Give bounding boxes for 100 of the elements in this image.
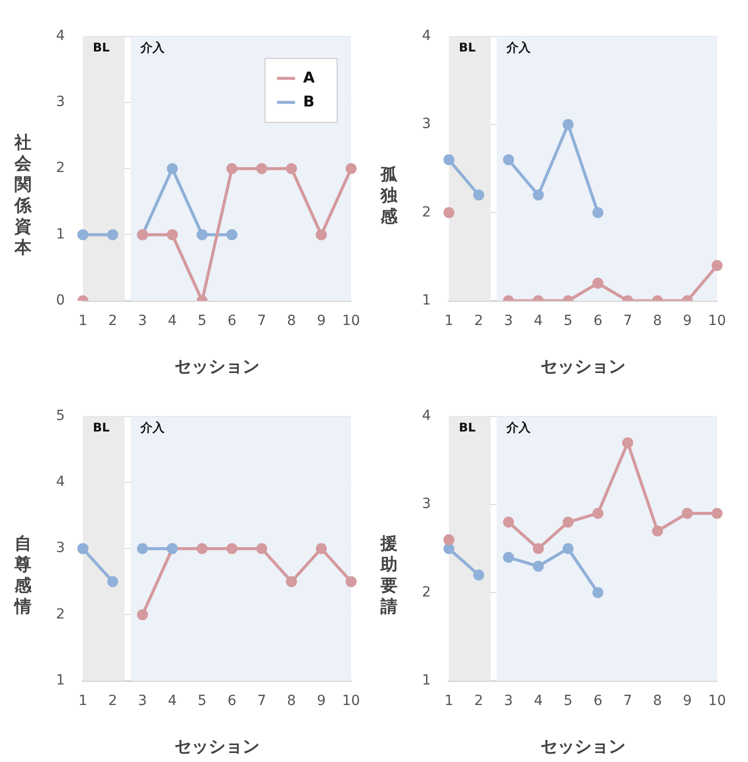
legend-label: A — [303, 68, 316, 86]
point — [137, 543, 148, 554]
y-tick-label: 3 — [422, 496, 431, 512]
x-tick-label: 9 — [316, 692, 326, 709]
point — [316, 543, 327, 554]
point — [346, 576, 357, 588]
point — [682, 508, 693, 519]
x-tick-label: 3 — [504, 692, 513, 709]
y-tick-label: 2 — [422, 584, 431, 600]
y-tick-label: 0 — [56, 292, 65, 308]
point — [562, 543, 574, 554]
x-tick-label: 6 — [593, 312, 602, 329]
y-tick-label: 2 — [422, 204, 431, 220]
point — [137, 609, 148, 620]
y-tick-label: 4 — [56, 474, 65, 490]
point — [652, 525, 663, 536]
point — [226, 543, 238, 554]
band-label: 介入 — [140, 40, 166, 55]
y-axis-title: 援助要請 — [379, 534, 398, 618]
point — [562, 119, 574, 130]
x-tick-label: 4 — [168, 692, 177, 709]
y-axis-title: 自尊感情 — [12, 534, 32, 618]
x-tick-label: 5 — [564, 312, 573, 329]
point — [443, 543, 454, 554]
legend-label: B — [303, 92, 315, 110]
y-tick-label: 1 — [422, 292, 431, 308]
x-tick-label: 4 — [534, 692, 543, 709]
band-label: BL — [458, 40, 476, 55]
x-tick-label: 10 — [342, 312, 360, 329]
point — [196, 543, 208, 554]
band-label: BL — [92, 40, 110, 55]
point — [503, 154, 514, 166]
x-tick-label: 1 — [444, 312, 454, 329]
x-tick-label: 7 — [257, 692, 266, 709]
band-label: 介入 — [506, 420, 532, 435]
x-tick-label: 2 — [474, 312, 484, 329]
x-tick-label: 5 — [198, 312, 207, 329]
band-label: 介入 — [140, 420, 166, 435]
x-tick-label: 6 — [593, 692, 602, 709]
point — [532, 543, 544, 554]
x-tick-label: 2 — [474, 692, 484, 709]
point — [562, 516, 574, 528]
x-tick-label: 5 — [198, 692, 207, 709]
point — [473, 570, 484, 581]
y-tick-label: 2 — [56, 606, 65, 622]
point — [286, 576, 297, 588]
y-axis-title: 社会関係資本 — [13, 133, 33, 259]
y-tick-label: 4 — [56, 28, 65, 44]
point — [503, 552, 514, 563]
x-tick-label: 10 — [708, 312, 726, 329]
point — [503, 516, 514, 528]
point — [443, 207, 454, 218]
y-tick-label: 2 — [56, 160, 65, 176]
point — [712, 508, 723, 519]
point — [473, 190, 484, 201]
x-tick-label: 2 — [108, 312, 118, 329]
x-tick-label: 8 — [287, 312, 296, 329]
x-axis-title: セッション — [540, 357, 626, 378]
x-tick-label: 1 — [444, 692, 454, 709]
point — [592, 508, 604, 519]
y-axis-title: 孤独感 — [379, 164, 398, 228]
y-tick-label: 4 — [422, 408, 431, 424]
point — [532, 560, 544, 572]
y-tick-label: 4 — [422, 28, 431, 44]
y-tick-label: 1 — [56, 226, 65, 242]
point — [443, 154, 454, 166]
point — [443, 534, 454, 546]
x-tick-label: 1 — [78, 312, 88, 329]
band-label: 介入 — [506, 40, 532, 55]
x-tick-label: 10 — [708, 692, 726, 709]
x-tick-label: 2 — [108, 692, 118, 709]
point — [256, 543, 268, 554]
x-tick-label: 8 — [653, 312, 662, 329]
point — [107, 576, 118, 588]
y-tick-label: 1 — [56, 672, 65, 688]
x-axis-title: セッション — [540, 737, 626, 758]
x-axis-title: セッション — [174, 357, 260, 378]
band-label: BL — [458, 420, 476, 435]
point — [622, 437, 634, 448]
x-tick-label: 8 — [653, 692, 662, 709]
x-tick-label: 7 — [623, 692, 632, 709]
x-tick-label: 7 — [257, 312, 266, 329]
x-tick-label: 6 — [227, 312, 236, 329]
x-tick-label: 8 — [287, 692, 296, 709]
x-tick-label: 3 — [504, 312, 513, 329]
point — [592, 587, 604, 598]
x-tick-label: 5 — [564, 692, 573, 709]
y-tick-label: 3 — [56, 94, 65, 110]
y-tick-label: 3 — [56, 540, 65, 556]
y-tick-label: 1 — [422, 672, 431, 688]
x-tick-label: 4 — [534, 312, 543, 329]
x-tick-label: 6 — [227, 692, 236, 709]
y-tick-label: 3 — [422, 116, 431, 132]
x-tick-label: 9 — [682, 312, 692, 329]
point — [532, 190, 544, 201]
x-tick-label: 3 — [138, 692, 147, 709]
x-tick-label: 10 — [342, 692, 360, 709]
point — [592, 207, 604, 218]
y-tick-label: 5 — [56, 408, 65, 424]
x-tick-label: 1 — [78, 692, 88, 709]
